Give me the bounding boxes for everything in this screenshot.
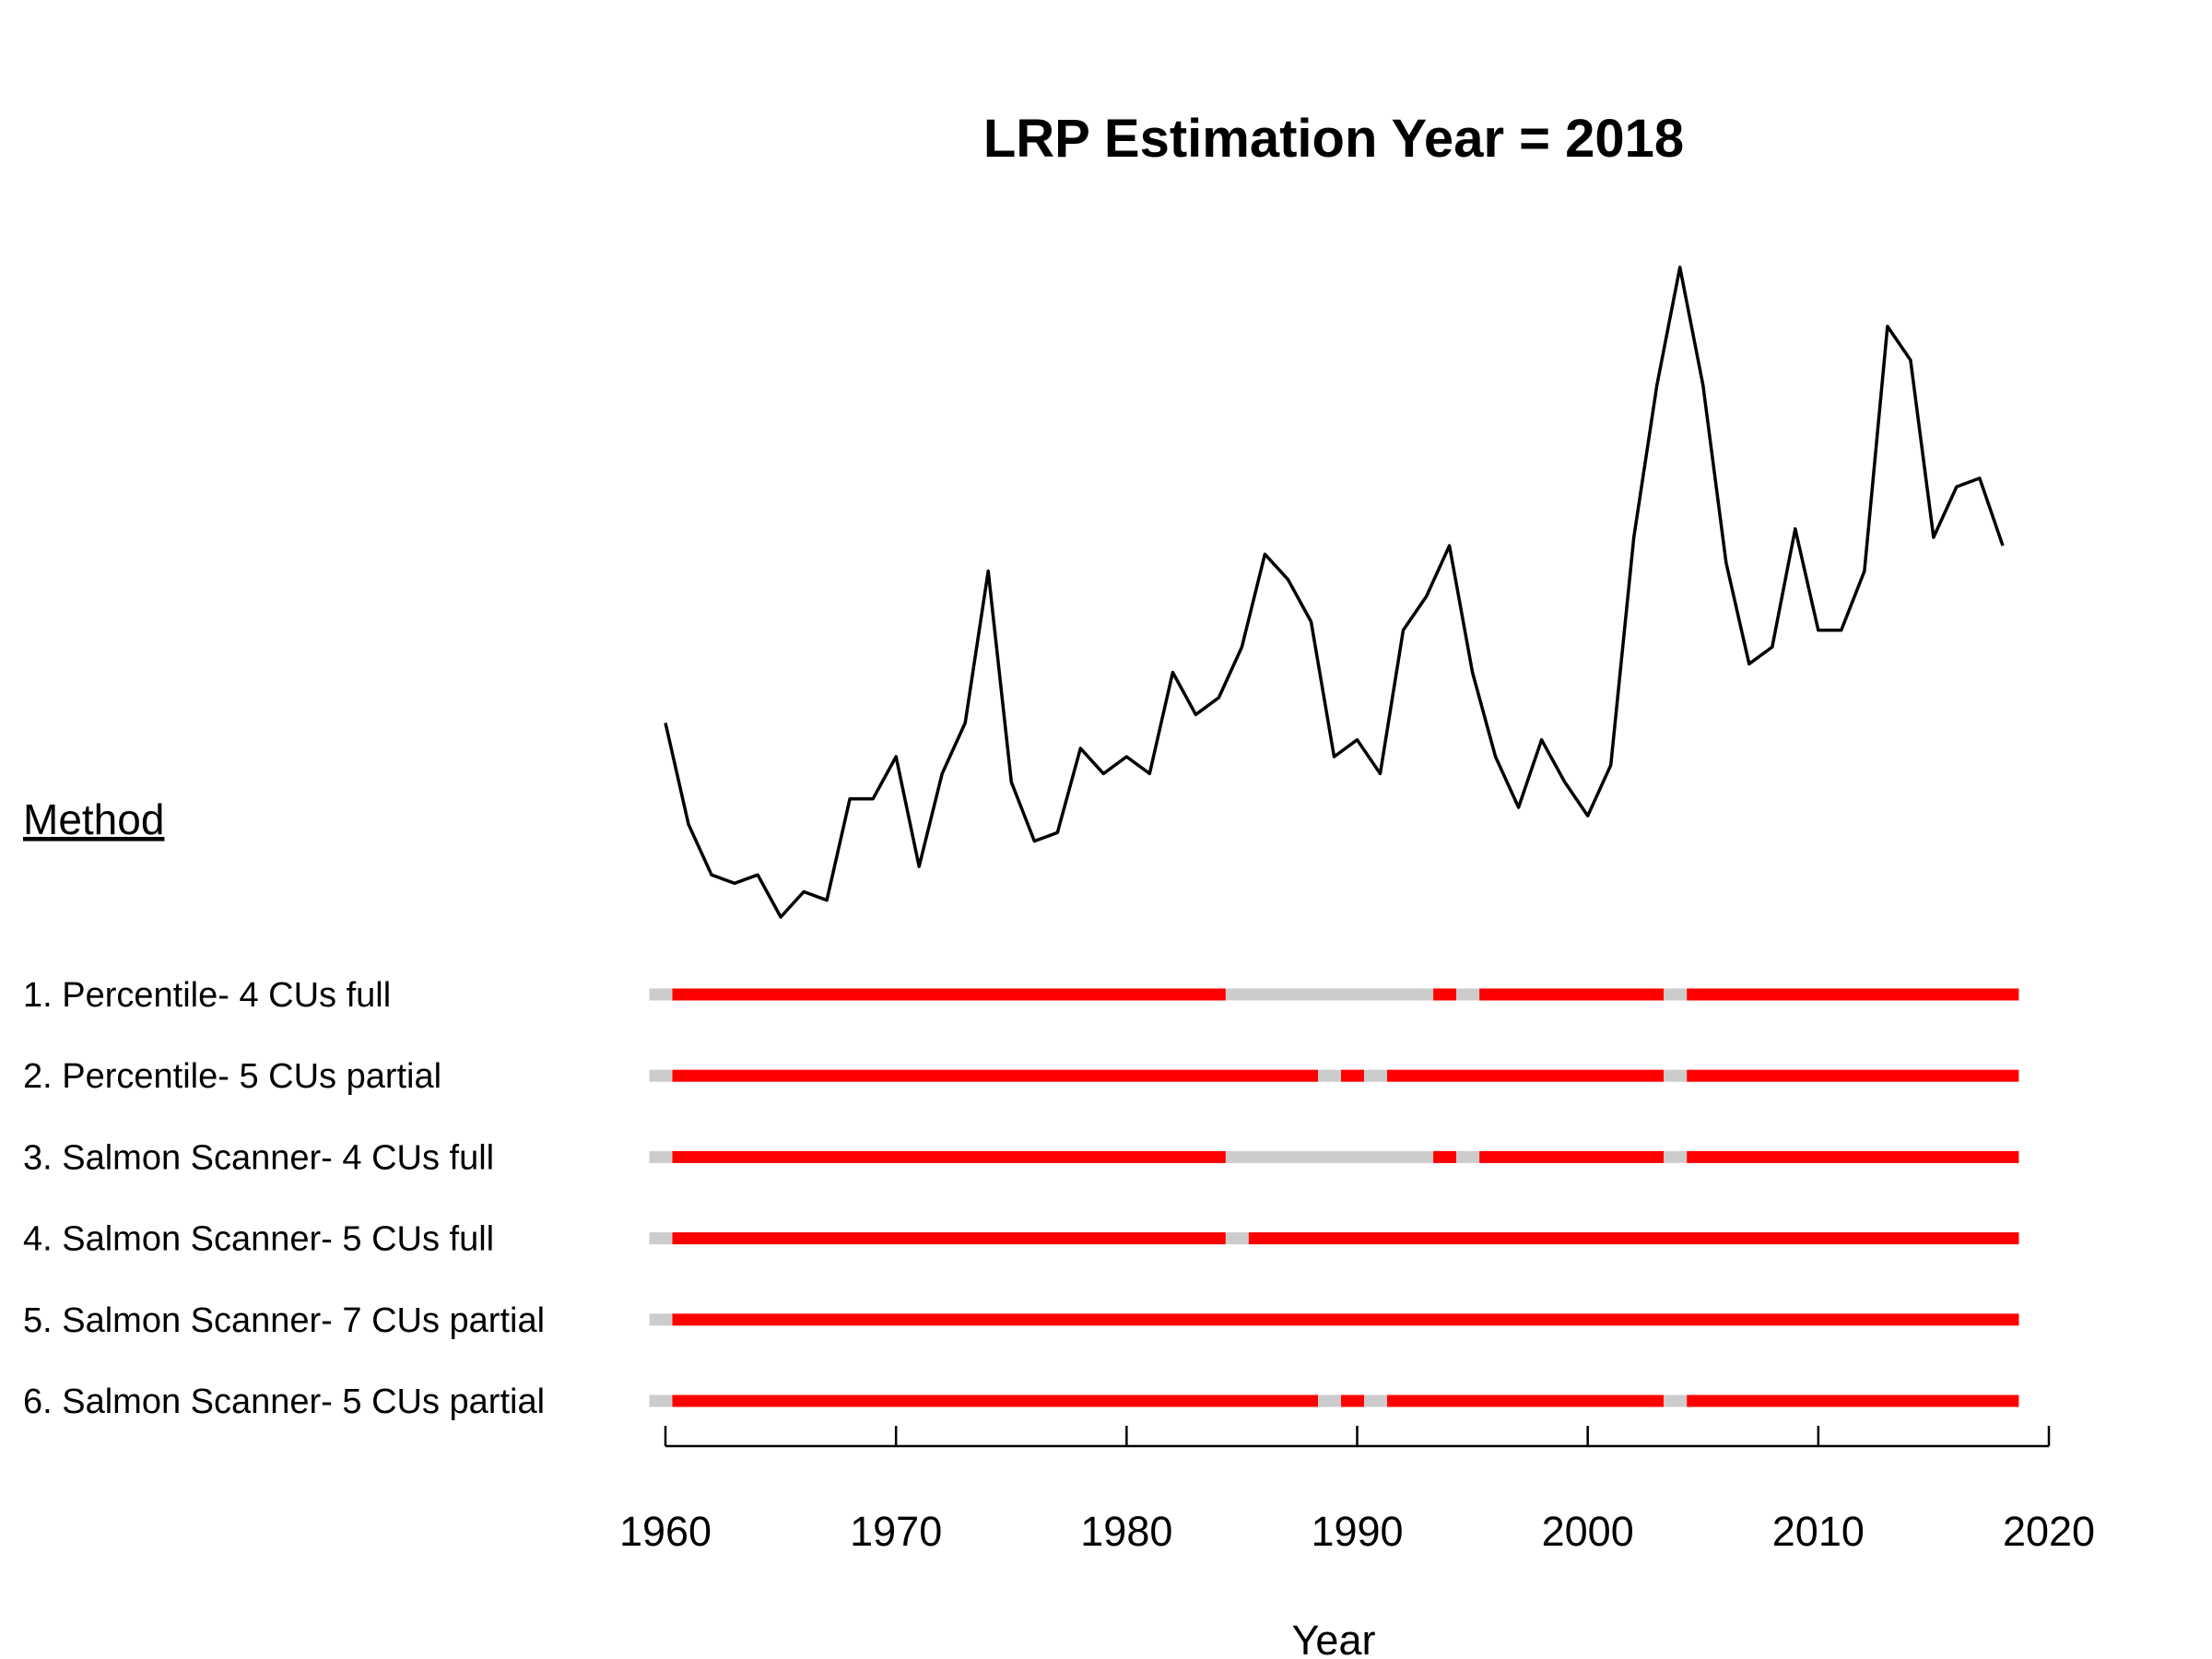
status-segment-grey [1364, 1069, 1387, 1082]
status-segment-red [1341, 1394, 1364, 1407]
status-segment-red [1687, 1069, 2019, 1082]
status-segment-grey [649, 1069, 673, 1082]
method-labels: 1. Percentile- 4 CUs full 2. Percentile- … [23, 976, 545, 1421]
status-segment-grey [1318, 1069, 1341, 1082]
method-bar-row [649, 1313, 2019, 1326]
method-label: 2. Percentile- 5 CUs partial [23, 1057, 441, 1096]
method-bar-row [649, 1069, 2019, 1082]
method-label: 3. Salmon Scanner- 4 CUs full [23, 1138, 494, 1177]
status-segment-red [1479, 988, 1665, 1001]
status-segment-grey [1225, 988, 1434, 1001]
status-segment-grey [1456, 1150, 1480, 1163]
method-label: 6. Salmon Scanner- 5 CUs partial [23, 1382, 545, 1421]
status-segment-grey [1318, 1394, 1341, 1407]
status-segment-red [672, 1069, 1318, 1082]
status-segment-red [1433, 988, 1457, 1001]
x-tick-label: 1960 [619, 1508, 712, 1555]
status-segment-red [1687, 1150, 2019, 1163]
x-axis-title: Year [1292, 1617, 1376, 1659]
status-segment-red [1248, 1232, 2019, 1245]
method-heading: Method [23, 795, 164, 843]
method-label: 5. Salmon Scanner- 7 CUs partial [23, 1301, 545, 1340]
chart-title: LRP Estimation Year = 2018 [983, 109, 1684, 169]
status-segment-grey [1664, 1150, 1688, 1163]
status-segment-grey [649, 1313, 673, 1326]
status-segment-red [1479, 1150, 1665, 1163]
x-tick-label: 2010 [1772, 1508, 1865, 1555]
x-axis: 1960 1970 1980 1990 2000 2010 2020 [619, 1426, 2095, 1555]
status-segment-red [1687, 1394, 2019, 1407]
status-segment-red [672, 1232, 1226, 1245]
status-segment-grey [1664, 1394, 1688, 1407]
x-tick-label: 1990 [1311, 1508, 1403, 1555]
method-bars [649, 988, 2019, 1407]
method-label: 4. Salmon Scanner- 5 CUs full [23, 1220, 494, 1259]
status-segment-red [672, 1150, 1226, 1163]
status-segment-grey [1664, 988, 1688, 1001]
status-segment-grey [1664, 1069, 1688, 1082]
status-segment-grey [649, 1232, 673, 1245]
status-segment-grey [649, 1394, 673, 1407]
series-line [664, 265, 2005, 919]
method-bar-row [649, 988, 2019, 1001]
status-segment-grey [649, 988, 673, 1001]
status-segment-red [1341, 1069, 1364, 1082]
x-tick-label: 2000 [1542, 1508, 1634, 1555]
status-segment-red [672, 1313, 2019, 1326]
status-segment-red [1387, 1069, 1665, 1082]
status-segment-grey [1225, 1150, 1434, 1163]
status-segment-grey [1364, 1394, 1387, 1407]
x-tick-label: 1970 [850, 1508, 942, 1555]
method-bar-row [649, 1232, 2019, 1245]
status-segment-red [1433, 1150, 1457, 1163]
status-segment-grey [649, 1150, 673, 1163]
status-segment-red [1387, 1394, 1665, 1407]
method-bar-row [649, 1394, 2019, 1407]
method-label: 1. Percentile- 4 CUs full [23, 976, 391, 1015]
x-tick-label: 2020 [2003, 1508, 2095, 1555]
status-segment-red [672, 988, 1226, 1001]
series-layer [664, 265, 2005, 919]
status-segment-red [672, 1394, 1318, 1407]
status-segment-grey [1456, 988, 1480, 1001]
status-segment-grey [1225, 1232, 1249, 1245]
status-segment-red [1687, 988, 2019, 1001]
x-tick-label: 1980 [1080, 1508, 1172, 1555]
method-bar-row [649, 1150, 2019, 1163]
